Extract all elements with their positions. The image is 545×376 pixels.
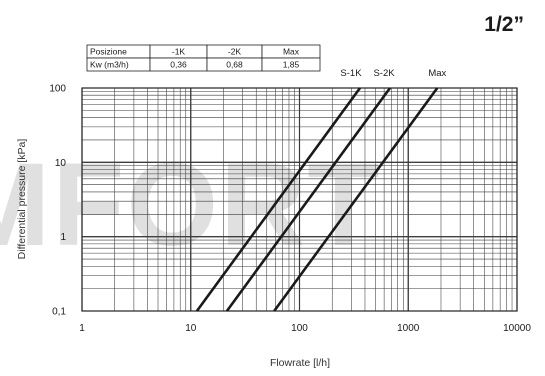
series-labels: S-1K S-2K Max (340, 68, 446, 79)
series-label: S-2K (373, 68, 395, 79)
size-title: 1/2” (484, 13, 524, 36)
table-cell: Max (283, 47, 300, 57)
series-line-s-2k (225, 87, 392, 312)
kv-table: Posizione -1K -2K Max Kw (m3/h) 0,36 0,68 1,85 (86, 44, 321, 72)
series-line-s-1k (195, 87, 362, 312)
y-tick-labels: 0,1 1 10 100 (49, 84, 66, 318)
x-tick-label: 10 (185, 323, 197, 334)
y-axis-label: Differential pressure [kPa] (16, 139, 28, 260)
table-cell: 0,36 (170, 60, 187, 70)
x-axis-label: Flowrate [l/h] (270, 357, 330, 369)
series-line-max (273, 87, 439, 312)
x-tick-label: 1000 (397, 323, 420, 334)
table-cell: -2K (228, 47, 242, 57)
series-label: Max (428, 68, 446, 79)
table-cell: 0,68 (226, 60, 243, 70)
table-cell: -1K (172, 47, 186, 57)
watermark: MFORT (0, 139, 381, 271)
y-tick-label: 1 (60, 232, 66, 243)
chart-series-lines (195, 87, 439, 312)
series-label: S-1K (340, 68, 362, 79)
y-tick-label: 100 (49, 84, 66, 95)
table-cell: Posizione (90, 47, 127, 57)
y-tick-label: 0,1 (52, 307, 66, 318)
table-cell: Kw (m3/h) (90, 60, 129, 70)
x-tick-label: 1 (79, 323, 85, 334)
x-tick-labels: 1 10 100 1000 10000 (79, 323, 531, 334)
y-tick-label: 10 (55, 158, 67, 169)
table-cell-box (261, 57, 321, 72)
x-tick-label: 100 (291, 323, 308, 334)
x-tick-label: 10000 (503, 323, 531, 334)
table-cell: 1,85 (283, 60, 300, 70)
plot-frame (81, 87, 518, 312)
